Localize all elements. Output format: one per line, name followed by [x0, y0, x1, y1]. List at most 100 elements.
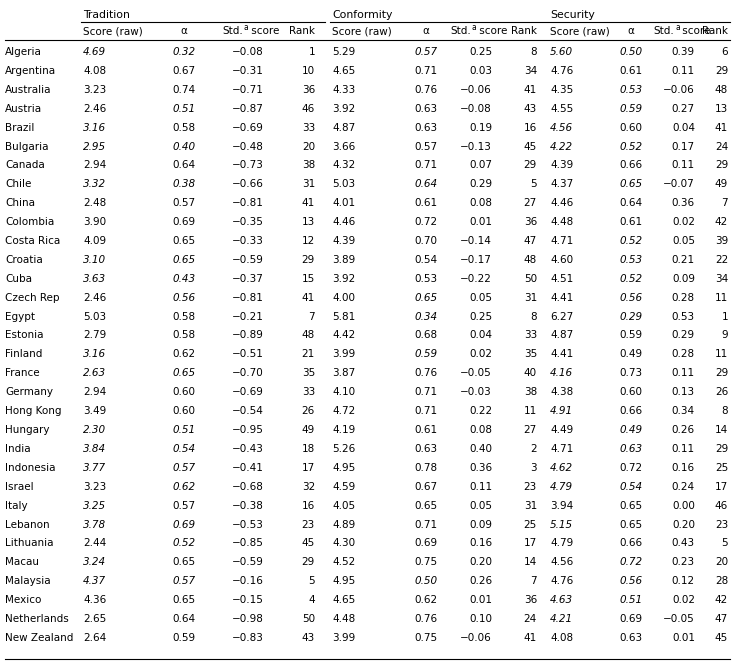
- Text: 20: 20: [302, 142, 315, 152]
- Text: 0.21: 0.21: [672, 255, 695, 265]
- Text: 0.69: 0.69: [172, 217, 195, 227]
- Text: 4.87: 4.87: [332, 123, 355, 133]
- Text: 47: 47: [715, 614, 728, 624]
- Text: 2.63: 2.63: [83, 368, 106, 378]
- Text: 4.48: 4.48: [550, 217, 573, 227]
- Text: 0.65: 0.65: [172, 255, 195, 265]
- Text: −0.38: −0.38: [232, 501, 264, 511]
- Text: 0.11: 0.11: [672, 368, 695, 378]
- Text: α: α: [181, 26, 187, 36]
- Text: 0.43: 0.43: [672, 538, 695, 548]
- Text: 0.65: 0.65: [172, 595, 195, 605]
- Text: 0.76: 0.76: [415, 614, 437, 624]
- Text: 4.87: 4.87: [550, 331, 573, 340]
- Text: 0.05: 0.05: [469, 293, 492, 303]
- Text: 4.21: 4.21: [550, 614, 573, 624]
- Text: 33: 33: [524, 331, 537, 340]
- Text: Score (raw): Score (raw): [550, 26, 610, 36]
- Text: 4.76: 4.76: [550, 576, 573, 586]
- Text: 23: 23: [524, 482, 537, 492]
- Text: 0.53: 0.53: [672, 311, 695, 321]
- Text: 0.24: 0.24: [672, 482, 695, 492]
- Text: 0.71: 0.71: [415, 387, 437, 397]
- Text: Lebanon: Lebanon: [5, 519, 50, 529]
- Text: 0.64: 0.64: [172, 614, 195, 624]
- Text: 3.66: 3.66: [332, 142, 355, 152]
- Text: −0.43: −0.43: [232, 444, 264, 454]
- Text: 46: 46: [715, 501, 728, 511]
- Text: 0.08: 0.08: [469, 425, 492, 435]
- Text: 0.65: 0.65: [619, 519, 642, 529]
- Text: 5.81: 5.81: [332, 311, 355, 321]
- Text: 0.53: 0.53: [415, 274, 437, 284]
- Text: 23: 23: [302, 519, 315, 529]
- Text: 48: 48: [302, 331, 315, 340]
- Text: Std.: Std.: [450, 26, 470, 36]
- Text: 7: 7: [308, 311, 315, 321]
- Text: 9: 9: [722, 331, 728, 340]
- Text: 4.56: 4.56: [550, 123, 573, 133]
- Text: 0.73: 0.73: [619, 368, 642, 378]
- Text: 3.99: 3.99: [332, 350, 355, 360]
- Text: 4.52: 4.52: [332, 558, 355, 567]
- Text: 4.05: 4.05: [332, 501, 355, 511]
- Text: 0.75: 0.75: [415, 633, 437, 643]
- Text: Rank: Rank: [289, 26, 315, 36]
- Text: 31: 31: [524, 293, 537, 303]
- Text: 3.89: 3.89: [332, 255, 355, 265]
- Text: 0.13: 0.13: [672, 387, 695, 397]
- Text: India: India: [5, 444, 31, 454]
- Text: 29: 29: [302, 558, 315, 567]
- Text: 4.39: 4.39: [332, 236, 355, 246]
- Text: 8: 8: [722, 406, 728, 416]
- Text: 0.65: 0.65: [415, 501, 437, 511]
- Text: 0.08: 0.08: [469, 198, 492, 208]
- Text: 22: 22: [715, 255, 728, 265]
- Text: 4.79: 4.79: [550, 482, 573, 492]
- Text: −0.69: −0.69: [232, 387, 264, 397]
- Text: 0.01: 0.01: [672, 633, 695, 643]
- Text: 3.16: 3.16: [83, 350, 106, 360]
- Text: 0.59: 0.59: [172, 633, 195, 643]
- Text: 0.62: 0.62: [415, 595, 437, 605]
- Text: Chile: Chile: [5, 179, 32, 189]
- Text: 4.69: 4.69: [83, 47, 106, 57]
- Text: 4: 4: [308, 595, 315, 605]
- Text: 0.64: 0.64: [619, 198, 642, 208]
- Text: −0.08: −0.08: [232, 47, 264, 57]
- Text: 0.61: 0.61: [619, 217, 642, 227]
- Text: −0.37: −0.37: [232, 274, 264, 284]
- Text: −0.85: −0.85: [232, 538, 264, 548]
- Text: 0.26: 0.26: [672, 425, 695, 435]
- Text: 26: 26: [302, 406, 315, 416]
- Text: Malaysia: Malaysia: [5, 576, 51, 586]
- Text: 0.10: 0.10: [469, 614, 492, 624]
- Text: 12: 12: [302, 236, 315, 246]
- Text: 4.49: 4.49: [550, 425, 573, 435]
- Text: China: China: [5, 198, 35, 208]
- Text: 15: 15: [302, 274, 315, 284]
- Text: −0.06: −0.06: [664, 85, 695, 95]
- Text: 0.05: 0.05: [469, 501, 492, 511]
- Text: −0.66: −0.66: [232, 179, 264, 189]
- Text: 0.59: 0.59: [619, 104, 642, 113]
- Text: −0.14: −0.14: [460, 236, 492, 246]
- Text: 0.39: 0.39: [672, 47, 695, 57]
- Text: 3.63: 3.63: [83, 274, 106, 284]
- Text: 48: 48: [524, 255, 537, 265]
- Text: 2.94: 2.94: [83, 160, 106, 170]
- Text: 0.40: 0.40: [172, 142, 195, 152]
- Text: 0.66: 0.66: [619, 160, 642, 170]
- Text: −0.95: −0.95: [232, 425, 264, 435]
- Text: Germany: Germany: [5, 387, 53, 397]
- Text: 0.20: 0.20: [672, 519, 695, 529]
- Text: 0.11: 0.11: [672, 66, 695, 76]
- Text: 49: 49: [715, 179, 728, 189]
- Text: −0.07: −0.07: [664, 179, 695, 189]
- Text: Netherlands: Netherlands: [5, 614, 69, 624]
- Text: 32: 32: [302, 482, 315, 492]
- Text: Rank: Rank: [702, 26, 728, 36]
- Text: Algeria: Algeria: [5, 47, 42, 57]
- Text: 0.23: 0.23: [672, 558, 695, 567]
- Text: −0.15: −0.15: [232, 595, 264, 605]
